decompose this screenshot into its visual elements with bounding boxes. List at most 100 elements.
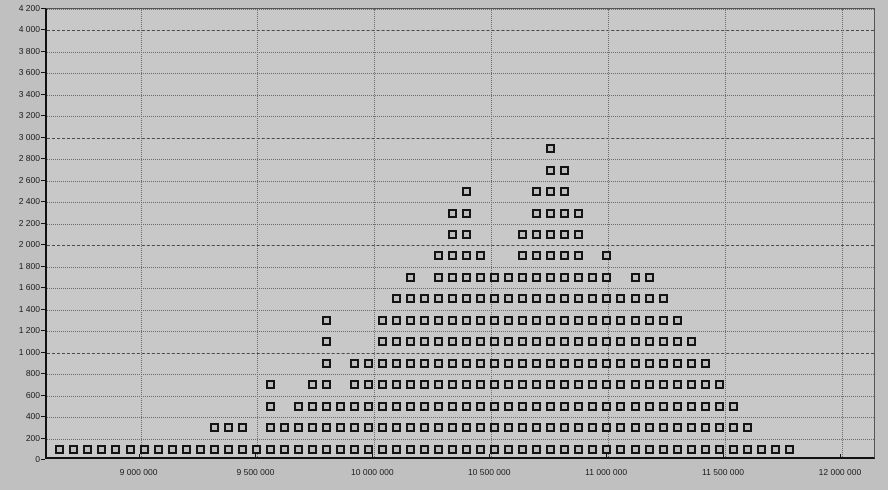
data-marker (574, 337, 584, 347)
data-marker (546, 294, 556, 304)
data-marker (546, 444, 556, 454)
data-marker (644, 401, 654, 411)
data-marker (700, 401, 710, 411)
data-marker (420, 337, 430, 347)
data-marker (658, 401, 668, 411)
data-marker (588, 423, 598, 433)
data-marker (293, 401, 303, 411)
data-marker (546, 208, 556, 218)
data-marker (532, 380, 542, 390)
data-marker (658, 380, 668, 390)
data-marker (378, 380, 387, 390)
y-axis-tick-mark (41, 136, 45, 138)
data-marker (279, 444, 289, 454)
y-axis-tick-label: 3 400 (18, 88, 40, 99)
data-marker (392, 444, 402, 454)
data-marker (265, 380, 275, 390)
gridline-horizontal (47, 417, 874, 419)
data-marker (574, 315, 584, 325)
y-axis-tick-label: 2 200 (18, 217, 40, 228)
data-marker (644, 423, 654, 433)
data-marker (223, 423, 233, 433)
data-marker (616, 337, 626, 347)
x-axis-tick-mark (489, 454, 491, 459)
data-marker (490, 401, 500, 411)
data-marker (195, 444, 205, 454)
data-marker (588, 401, 598, 411)
data-marker (672, 358, 682, 368)
data-marker (223, 444, 233, 454)
data-marker (574, 294, 584, 304)
data-marker (363, 401, 373, 411)
data-marker (784, 444, 794, 454)
data-marker (644, 358, 654, 368)
y-axis-tick-label: 3 600 (18, 67, 40, 78)
gridline-horizontal (47, 438, 874, 440)
data-marker (644, 272, 654, 282)
data-marker (406, 294, 416, 304)
data-marker (307, 401, 317, 411)
data-marker (574, 272, 584, 282)
data-marker (378, 423, 387, 433)
data-marker (349, 423, 359, 433)
x-axis-tick-label: 11 500 000 (702, 467, 744, 477)
y-axis-tick-label: 2 600 (18, 174, 40, 185)
data-marker (560, 444, 570, 454)
data-marker (532, 315, 542, 325)
data-marker (490, 294, 500, 304)
data-marker (658, 423, 668, 433)
data-marker (504, 401, 514, 411)
data-marker (560, 380, 570, 390)
x-axis-tick-mark (723, 454, 725, 459)
data-marker (420, 294, 430, 304)
data-marker (462, 272, 472, 282)
gridline-horizontal (47, 137, 874, 139)
data-marker (616, 294, 626, 304)
plot-area (45, 8, 875, 459)
data-marker (630, 401, 640, 411)
y-axis-tick-mark (41, 244, 45, 246)
gridline-horizontal (47, 94, 874, 96)
data-marker (532, 208, 542, 218)
data-marker (630, 294, 640, 304)
data-marker (588, 337, 598, 347)
data-marker (588, 380, 598, 390)
y-axis-tick-label: 1 400 (18, 303, 40, 314)
y-axis-tick-mark (41, 351, 45, 353)
data-marker (616, 358, 626, 368)
data-marker (532, 358, 542, 368)
data-marker (560, 337, 570, 347)
data-marker (307, 423, 317, 433)
data-marker (139, 444, 149, 454)
data-marker (378, 444, 387, 454)
data-marker (349, 401, 359, 411)
y-axis-tick-mark (41, 437, 45, 439)
data-marker (546, 251, 556, 261)
y-axis-tick-mark (41, 201, 45, 203)
data-marker (700, 444, 710, 454)
data-marker (307, 444, 317, 454)
gridline-vertical (491, 9, 493, 457)
data-marker (167, 444, 177, 454)
data-marker (392, 315, 402, 325)
data-marker (658, 337, 668, 347)
data-marker (448, 358, 458, 368)
data-marker (546, 272, 556, 282)
data-marker (335, 444, 345, 454)
y-axis-tick-label: 2 000 (18, 239, 40, 250)
data-marker (602, 315, 612, 325)
data-marker (476, 401, 486, 411)
data-marker (546, 423, 556, 433)
data-marker (462, 208, 472, 218)
data-marker (546, 337, 556, 347)
data-marker (448, 423, 458, 433)
data-marker (504, 294, 514, 304)
data-marker (448, 444, 458, 454)
data-marker (434, 315, 444, 325)
data-marker (574, 251, 584, 261)
data-marker (448, 401, 458, 411)
data-marker (616, 315, 626, 325)
data-marker (462, 187, 472, 197)
data-marker (434, 358, 444, 368)
